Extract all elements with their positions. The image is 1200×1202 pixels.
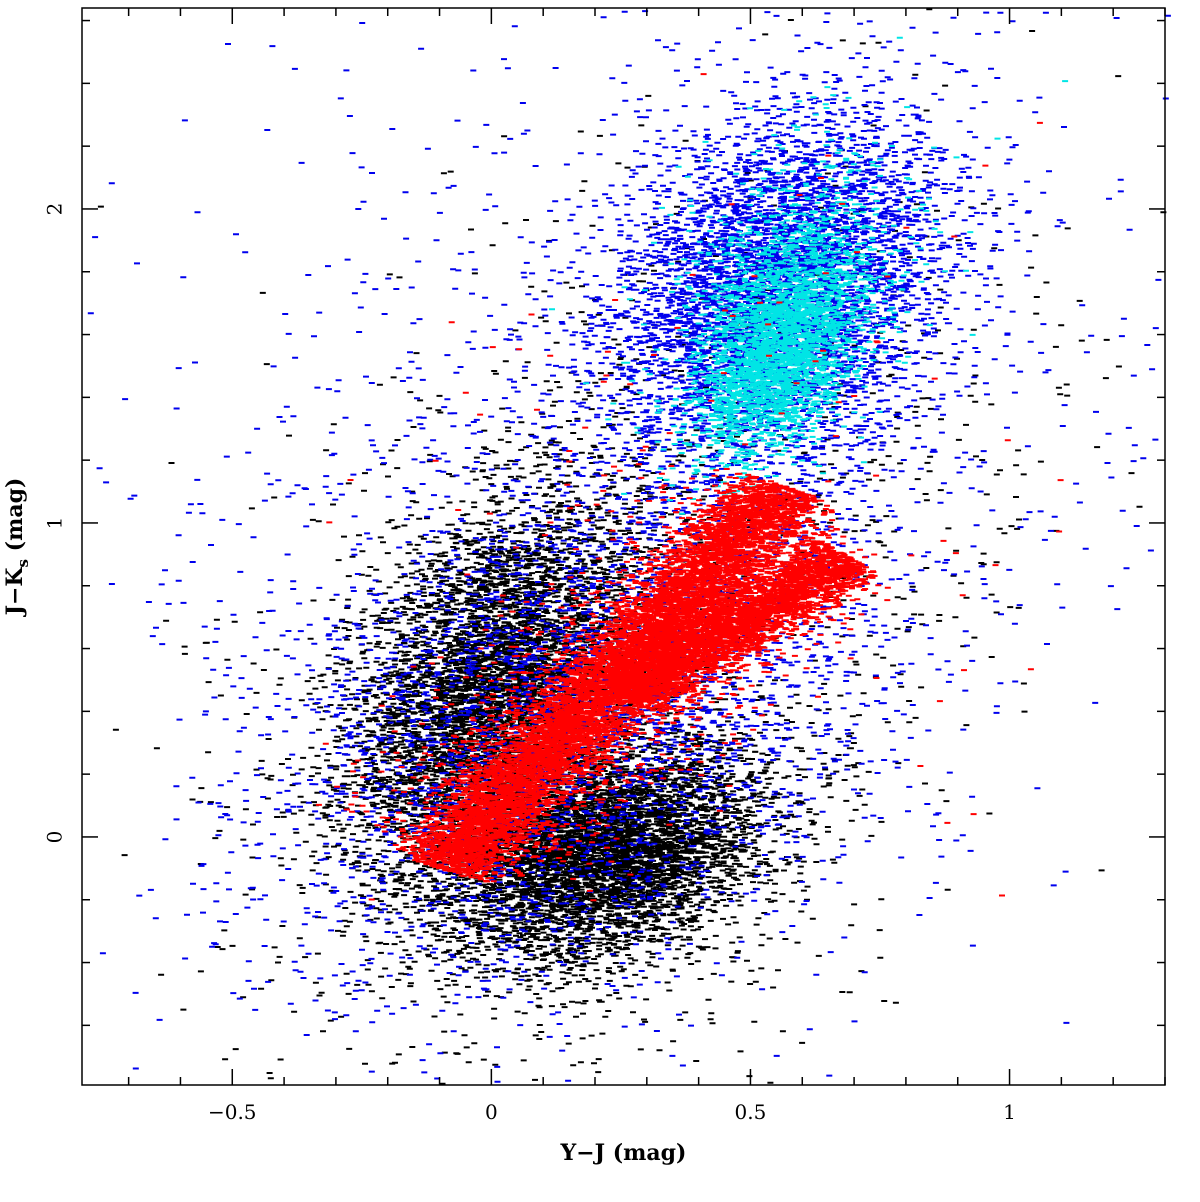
series-2-points xyxy=(549,36,1069,546)
y-tick-label: 1 xyxy=(43,517,67,530)
x-tick-label: 0 xyxy=(485,1100,498,1124)
series-1-points xyxy=(87,10,1171,1083)
y-axis-title-subscript: s xyxy=(14,559,32,567)
y-axis-title: J−Ks (mag) xyxy=(2,478,32,618)
tick-labels-layer: −0.5 0 0.5 1 0 1 2 xyxy=(43,203,1016,1124)
x-tick-label: 0.5 xyxy=(735,1100,767,1124)
series-0-points xyxy=(97,8,1167,1085)
plot-frame xyxy=(81,7,1166,1086)
x-axis-title: Y−J (mag) xyxy=(560,1140,687,1166)
y-axis-title-main: J−K xyxy=(2,567,28,618)
y-axis-title-unit: (mag) xyxy=(2,478,28,559)
x-tick-label: 1 xyxy=(1003,1100,1016,1124)
y-tick-label: 0 xyxy=(43,831,67,844)
points-layer xyxy=(87,8,1171,1085)
x-tick-label: −0.5 xyxy=(208,1100,257,1124)
ticks-layer xyxy=(82,8,1166,1085)
y-tick-label: 2 xyxy=(43,203,67,216)
